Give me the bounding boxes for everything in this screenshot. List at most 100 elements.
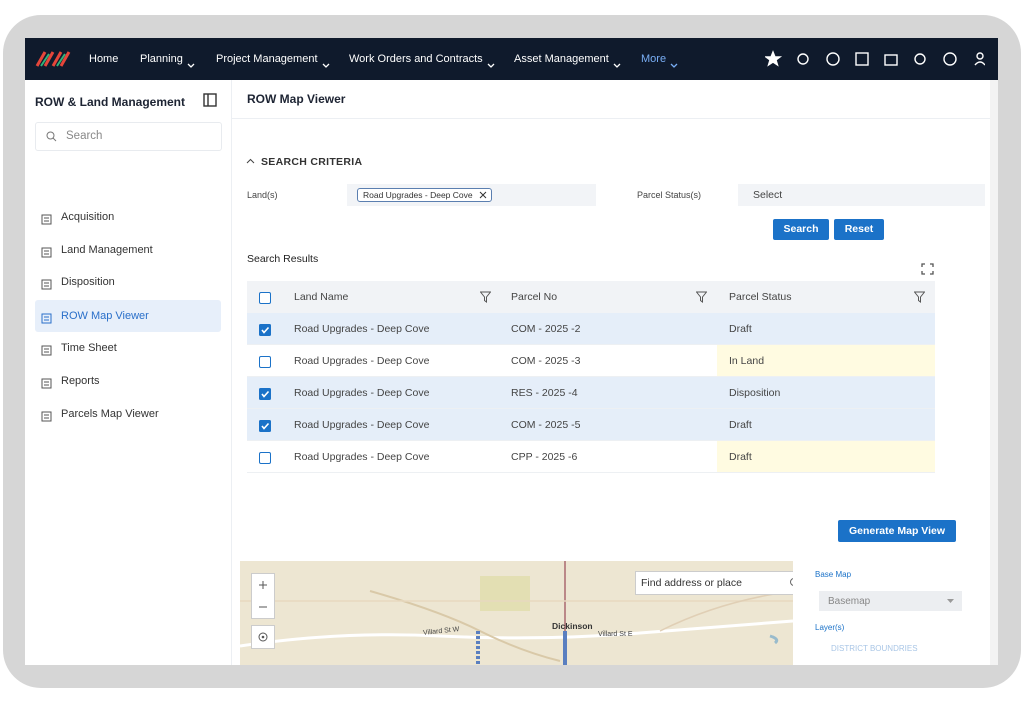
status-cell-highlight [717,345,935,376]
item-icon [41,376,52,394]
table-row[interactable] [247,377,935,409]
table-cell: COM - 2025 -3 [511,355,581,367]
layers-label: Layer(s) [815,623,845,632]
nav-item[interactable]: Work Orders and Contracts [349,53,483,65]
checkbox [259,291,271,309]
item-icon-svg [41,378,52,389]
filter-icon [913,290,926,308]
item-icon [41,343,52,361]
sidebar-search[interactable]: Search [35,122,222,151]
base-map-label: Base Map [815,570,852,579]
nav-item[interactable]: More [641,53,667,65]
item-icon-svg [41,214,52,225]
sidebar-item[interactable]: Reports [61,375,100,387]
item-icon-svg [41,247,52,258]
item-icon [41,277,52,295]
table-row[interactable] [247,409,935,441]
collapse-chevron[interactable] [246,158,255,164]
map[interactable]: Find address or place Dickinson Villard … [240,561,793,665]
table-cell: Draft [729,323,752,335]
filter-icon [695,290,708,308]
tag-remove[interactable] [479,191,487,199]
table-cell: RES - 2025 -4 [511,387,578,399]
collapse-icon[interactable] [203,93,217,107]
table-cell: CPP - 2025 -6 [511,451,578,463]
nav-chevron-svg [670,63,678,68]
nav-icons[interactable] [765,50,985,68]
checkbox [259,355,271,373]
checkbox-svg [259,356,271,368]
item-icon [41,409,52,427]
sidebar-item[interactable]: ROW Map Viewer [61,310,149,322]
checkbox-svg [259,452,271,464]
item-icon-svg [41,411,52,422]
map-search-placeholder: Find address or place [641,577,742,589]
item-icon [41,245,52,263]
sidebar-item[interactable]: Parcels Map Viewer [61,408,159,420]
table-row[interactable] [247,313,935,345]
nav-item[interactable]: Asset Management [514,53,609,65]
table-cell: In Land [729,355,765,367]
table-cell: Draft [729,419,752,431]
checkbox [259,419,271,437]
search-icon [46,131,57,142]
land-label: Land(s) [247,190,278,200]
reset-button[interactable]: Reset [834,219,884,240]
nav-item[interactable]: Project Management [216,53,318,65]
column-header: Parcel Status [729,291,792,303]
expand-icon[interactable] [921,263,934,275]
checkbox [259,323,271,341]
nav-chevron-svg [613,63,621,68]
nav-chevron-svg [487,63,495,68]
map-roads [240,561,793,665]
locate-button[interactable] [251,625,275,649]
sidebar-item[interactable]: Disposition [61,276,115,288]
map-city-label: Dickinson [552,621,593,631]
active-highlight [35,300,221,332]
sidebar-item[interactable]: Acquisition [61,211,115,223]
table-cell: Road Upgrades - Deep Cove [294,451,430,463]
nav-item[interactable]: Planning [140,53,183,65]
checkbox-svg [259,388,271,400]
sidebar-item[interactable]: Land Management [61,244,153,256]
table-cell: Draft [729,451,752,463]
status-placeholder: Select [753,189,783,201]
item-icon-svg [41,279,52,290]
land-input[interactable]: Road Upgrades - Deep Cove [347,184,596,206]
nav-chevron [322,56,330,74]
checkbox-svg [259,420,271,432]
scrollbar[interactable] [990,80,998,665]
nav-chevron [487,56,495,74]
status-select[interactable]: Select [738,184,985,206]
checkbox-svg [259,292,271,304]
search-button[interactable]: Search [773,219,829,240]
sidebar-item[interactable]: Time Sheet [61,342,117,354]
column-header: Land Name [294,291,349,303]
item-icon-svg [41,313,52,324]
layer-item[interactable]: DISTRICT BOUNDRIES [831,644,918,653]
filter-icon-svg [913,291,926,303]
app-screen: Home Planning Project Management Work Order… [25,38,998,665]
zoom-controls[interactable] [251,573,275,619]
filter-icon-svg [695,291,708,303]
table-cell: Road Upgrades - Deep Cove [294,355,430,367]
logo [35,51,71,67]
top-nav: Home Planning Project Management Work Order… [25,38,998,80]
nav-chevron-svg [322,63,329,68]
base-map-select[interactable]: Basemap [819,591,962,611]
table-header [247,281,935,313]
nav-item[interactable]: Home [89,53,119,65]
map-search[interactable]: Find address or place [635,571,793,595]
table-cell: COM - 2025 -5 [511,419,581,431]
table-cell: Disposition [729,387,781,399]
land-tag: Road Upgrades - Deep Cove [357,188,492,202]
table-cell: Road Upgrades - Deep Cove [294,387,430,399]
results-table: Land Name Parcel No Parcel Status Road Upgr… [247,281,935,473]
generate-map-button[interactable]: Generate Map View [838,520,956,542]
checkbox [259,387,271,405]
nav-chevron-svg [187,63,195,68]
divider [232,118,990,119]
nav-chevron [613,56,621,74]
results-title: Search Results [247,253,319,265]
locate-icon [258,632,268,642]
